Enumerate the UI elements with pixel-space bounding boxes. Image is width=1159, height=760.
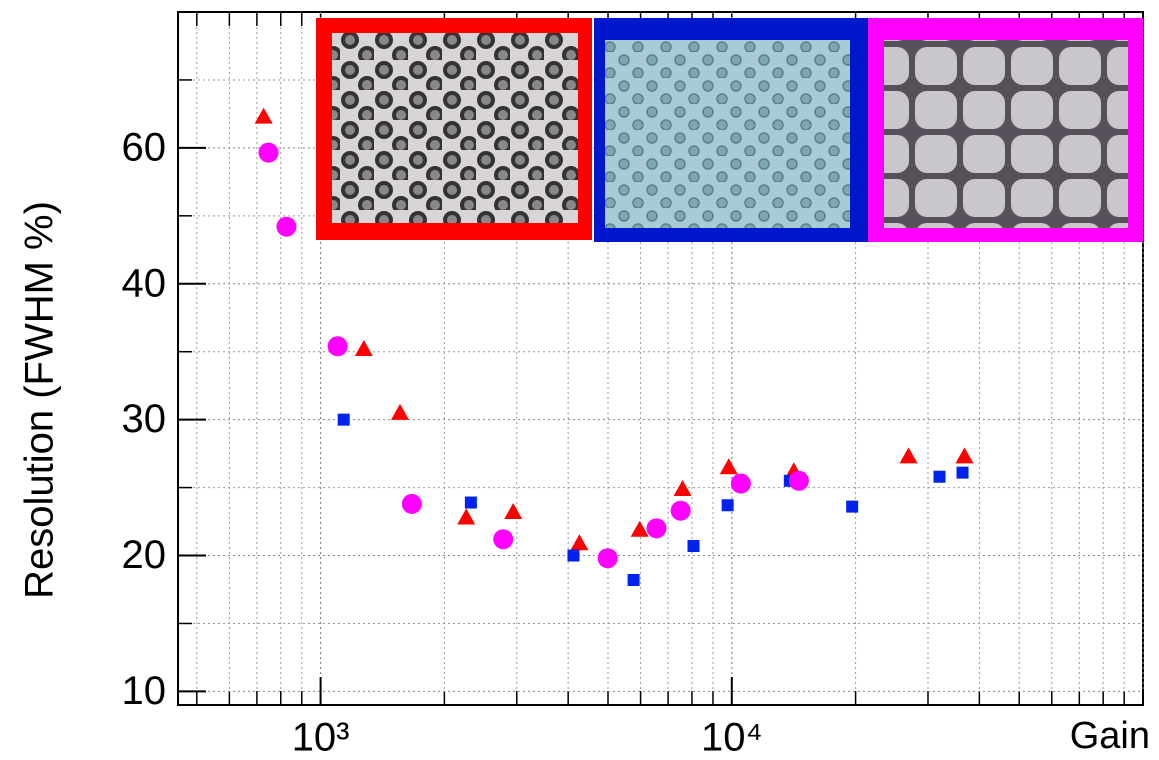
y-tick-label: 20 (122, 533, 167, 577)
square-point (627, 573, 640, 586)
square-point (687, 540, 700, 553)
triangle-point (254, 107, 273, 124)
square-point (933, 470, 946, 483)
circle-point (597, 548, 618, 569)
triangle-point (719, 458, 738, 475)
circle-point (401, 493, 422, 514)
triangle-point (630, 520, 649, 537)
circle-point (788, 470, 809, 491)
triangle-point (955, 447, 974, 464)
marks (254, 107, 974, 586)
triangle-point (570, 534, 589, 551)
square-point (464, 496, 477, 509)
inset-images (316, 18, 1143, 242)
circle-point (730, 473, 751, 494)
triangle-point (899, 447, 918, 464)
circle-point (327, 336, 348, 357)
circle-point (493, 529, 514, 550)
triangle-point (457, 508, 476, 525)
triangle-point (504, 503, 523, 520)
square-point (956, 466, 969, 479)
x-tick-label: 10³ (292, 716, 350, 760)
image (332, 33, 578, 223)
x-tick-label: 10⁴ (701, 716, 763, 760)
x-axis-label: Gain (1070, 715, 1150, 757)
triangle-point (673, 479, 692, 496)
circle-point (276, 216, 297, 237)
square-point (337, 413, 350, 426)
image (605, 40, 850, 228)
square-point (567, 549, 580, 562)
square-point (846, 500, 859, 513)
circle-point (258, 142, 279, 163)
y-tick-label: 30 (122, 397, 167, 441)
y-axis-label: Resolution (FWHM %) (18, 201, 62, 599)
image (884, 40, 1128, 228)
triangle-point (354, 339, 373, 356)
y-tick-label: 40 (122, 261, 167, 305)
circle-point (670, 500, 691, 521)
y-tick-label: 60 (122, 125, 167, 169)
circle-point (646, 518, 667, 539)
triangle-point (391, 403, 410, 420)
square-point (721, 499, 734, 512)
y-tick-label: 10 (122, 669, 167, 713)
